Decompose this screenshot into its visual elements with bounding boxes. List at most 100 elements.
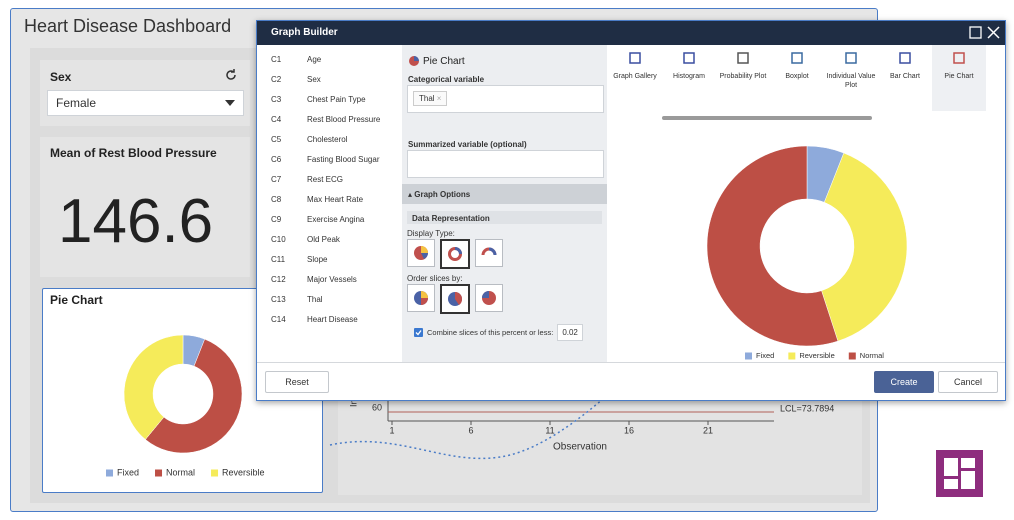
column-row[interactable]: C4 Rest Blood Pressure [257,109,402,129]
app-logo [936,450,983,497]
column-row[interactable]: C10 Old Peak [257,229,402,249]
column-id: C1 [271,54,282,64]
icon-shape [737,52,749,64]
icon-shape [953,52,965,64]
toolbar-label: Bar Chart [890,73,920,80]
y-tick-label: 60 [372,402,382,412]
window-controls[interactable] [969,26,1001,40]
display-type-options [407,239,503,269]
column-id: C2 [271,74,282,84]
graph-options-label: ▴ Graph Options [408,189,471,199]
icon-shape [899,52,911,64]
column-id: C4 [271,114,282,124]
column-name: Chest Pain Type [307,94,366,104]
column-row[interactable]: C7 Rest ECG [257,169,402,189]
legend-swatch [106,469,113,477]
column-id: C13 [271,294,286,304]
column-name: Rest Blood Pressure [307,114,381,124]
column-name: Rest ECG [307,174,344,184]
icon-shape [845,52,857,64]
filter-label: Sex [50,70,72,84]
cancel-button[interactable]: Cancel [938,371,998,393]
graph-options-bar[interactable]: ▴ Graph Options [402,184,607,204]
legend-label: Normal [166,467,195,477]
reset-button[interactable]: Reset [265,371,329,393]
scrollbar[interactable] [662,116,872,120]
column-row[interactable]: C8 Max Heart Rate [257,189,402,209]
column-id: C5 [271,134,282,144]
graph-options-text: Graph Options [414,189,471,199]
toolbar-item[interactable]: Bar Chart [878,45,932,111]
checkbox[interactable] [414,328,423,337]
toolbar-icon [791,52,803,64]
column-row[interactable]: C5 Cholesterol [257,129,402,149]
toolbar-item[interactable]: Histogram [662,45,716,111]
variable-chip[interactable]: Thal × [413,91,448,106]
column-row[interactable]: C1 Age [257,49,402,69]
order-option[interactable] [407,284,435,312]
toolbar-item[interactable]: Graph Gallery [608,45,662,111]
column-name: Age [307,54,322,64]
column-row[interactable]: C11 Slope [257,249,402,269]
combine-label: Combine slices of this percent or less: [427,328,554,337]
column-name: Heart Disease [307,314,358,324]
pie-slice [123,334,184,440]
column-row[interactable]: C2 Sex [257,69,402,89]
filter-value: Female [56,96,97,110]
filter-dropdown[interactable]: Female [47,90,244,116]
column-row[interactable]: C9 Exercise Angina [257,209,402,229]
combine-input[interactable]: 0.02 [557,324,583,341]
column-id: C10 [271,234,286,244]
refresh-icon[interactable] [224,68,238,82]
column-name: Thal [307,294,323,304]
categorical-label: Categorical variable [408,75,485,84]
half-donut-option[interactable] [475,239,503,267]
categorical-input[interactable]: Thal × [407,85,604,113]
lcl-label: LCL=73.7894 [780,403,834,413]
toolbar-item[interactable]: Scatt [986,45,1005,111]
metric-card [40,137,250,277]
pie-option[interactable] [407,239,435,267]
order-option[interactable] [475,284,503,312]
column-name: Slope [307,254,328,264]
column-row[interactable]: C14 Heart Disease [257,309,402,329]
column-name: Sex [307,74,321,84]
toolbar-label: Probability Plot [719,73,767,80]
column-row[interactable]: C3 Chest Pain Type [257,89,402,109]
pie-slice [821,152,908,342]
toolbar-label: Graph Gallery [613,73,657,80]
toolbar-item[interactable]: Boxplot [770,45,824,111]
control-chart-plot: In 60 LCL=73.7894 Observation 1 6 11 16 21 [348,395,834,453]
column-id: C14 [271,314,286,324]
dialog-title: Graph Builder [271,27,338,38]
column-name: Major Vessels [307,274,357,284]
column-id: C6 [271,154,282,164]
toolbar-icon [845,52,857,64]
create-button[interactable]: Create [874,371,934,393]
order-option[interactable] [440,284,470,314]
column-row[interactable]: C6 Fasting Blood Sugar [257,149,402,169]
toolbar-item[interactable]: Pie Chart [932,45,986,111]
column-row[interactable]: C12 Major Vessels [257,269,402,289]
column-name: Old Peak [307,234,340,244]
graph-builder-dialog: Graph Builder C1 Age C2 Sex C3 Chest Pain Typ… [256,20,1006,401]
x-tick-label: 1 [389,425,394,435]
x-tick-label: 16 [624,425,634,435]
column-list: C1 Age C2 Sex C3 Chest Pain Type C4 Rest Blood … [257,49,402,329]
toolbar-icon [683,52,695,64]
y-axis-fragment: In [348,399,358,407]
legend-swatch [745,352,752,360]
toolbar-label: Histogram [673,73,705,80]
column-id: C11 [271,254,286,264]
summarized-label: Summarized variable (optional) [408,140,527,149]
donut-option[interactable] [440,239,470,269]
legend-label: Reversible [222,467,265,477]
summarized-input[interactable] [407,150,604,178]
combine-row: Combine slices of this percent or less: … [414,324,583,341]
footer-divider [257,362,1005,363]
toolbar-item[interactable]: Individual Value Plot [824,45,878,111]
toolbar-item[interactable]: Probability Plot [716,45,770,111]
x-tick-label: 11 [545,425,554,435]
column-row[interactable]: C13 Thal [257,289,402,309]
